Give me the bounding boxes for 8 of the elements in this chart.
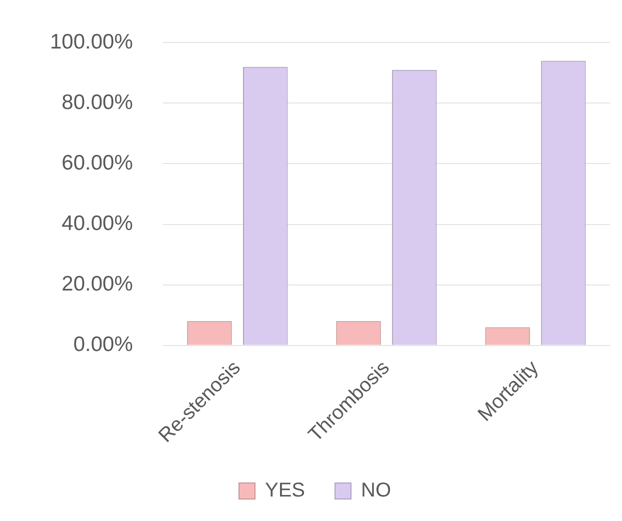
- y-tick-label: 20.00%: [62, 272, 133, 296]
- y-tick-label: 40.00%: [62, 212, 133, 236]
- legend-label: NO: [361, 480, 392, 502]
- y-tick-label: 80.00%: [62, 90, 133, 114]
- y-tick-label: 0.00%: [73, 333, 133, 356]
- y-tick-label: 100.00%: [50, 30, 133, 54]
- y-tick-label: 60.00%: [62, 152, 133, 174]
- legend-label: YES: [264, 480, 306, 502]
